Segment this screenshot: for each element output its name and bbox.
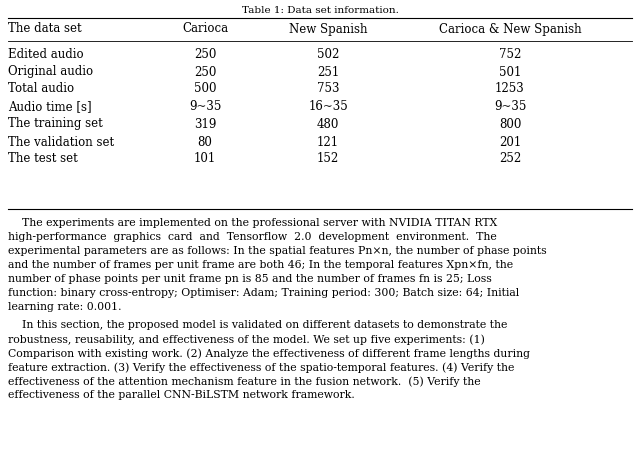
Text: learning rate: 0.001.: learning rate: 0.001. xyxy=(8,302,122,312)
Text: Table 1: Data set information.: Table 1: Data set information. xyxy=(241,6,399,15)
Text: The training set: The training set xyxy=(8,118,103,130)
Text: 16~35: 16~35 xyxy=(308,100,348,113)
Text: 502: 502 xyxy=(317,48,339,61)
Text: feature extraction. (3) Verify the effectiveness of the spatio-temporal features: feature extraction. (3) Verify the effec… xyxy=(8,362,515,372)
Text: New Spanish: New Spanish xyxy=(289,23,367,35)
Text: The data set: The data set xyxy=(8,23,82,35)
Text: 252: 252 xyxy=(499,153,521,165)
Text: effectiveness of the parallel CNN-BiLSTM network framework.: effectiveness of the parallel CNN-BiLSTM… xyxy=(8,390,355,400)
Text: 101: 101 xyxy=(194,153,216,165)
Text: 480: 480 xyxy=(317,118,339,130)
Text: 752: 752 xyxy=(499,48,521,61)
Text: 250: 250 xyxy=(194,65,216,78)
Text: Comparison with existing work. (2) Analyze the effectiveness of different frame : Comparison with existing work. (2) Analy… xyxy=(8,348,530,359)
Text: effectiveness of the attention mechanism feature in the fusion network.  (5) Ver: effectiveness of the attention mechanism… xyxy=(8,376,481,387)
Text: Original audio: Original audio xyxy=(8,65,93,78)
Text: Edited audio: Edited audio xyxy=(8,48,84,61)
Text: number of phase points per unit frame pn is 85 and the number of frames fn is 25: number of phase points per unit frame pn… xyxy=(8,274,492,284)
Text: The validation set: The validation set xyxy=(8,136,114,148)
Text: 201: 201 xyxy=(499,136,521,148)
Text: 9~35: 9~35 xyxy=(494,100,526,113)
Text: experimental parameters are as follows: In the spatial features Pn×n, the number: experimental parameters are as follows: … xyxy=(8,246,547,256)
Text: 80: 80 xyxy=(198,136,212,148)
Text: 501: 501 xyxy=(499,65,521,78)
Text: Carioca: Carioca xyxy=(182,23,228,35)
Text: Audio time [s]: Audio time [s] xyxy=(8,100,92,113)
Text: Carioca & New Spanish: Carioca & New Spanish xyxy=(438,23,581,35)
Text: 800: 800 xyxy=(499,118,521,130)
Text: high-performance  graphics  card  and  Tensorflow  2.0  development  environment: high-performance graphics card and Tenso… xyxy=(8,232,497,242)
Text: 251: 251 xyxy=(317,65,339,78)
Text: The experiments are implemented on the professional server with NVIDIA TITAN RTX: The experiments are implemented on the p… xyxy=(8,218,497,228)
Text: 753: 753 xyxy=(317,83,339,95)
Text: robustness, reusability, and effectiveness of the model. We set up five experime: robustness, reusability, and effectivene… xyxy=(8,334,485,344)
Text: 1253: 1253 xyxy=(495,83,525,95)
Text: and the number of frames per unit frame are both 46; In the temporal features Xp: and the number of frames per unit frame … xyxy=(8,260,513,270)
Text: In this section, the proposed model is validated on different datasets to demons: In this section, the proposed model is v… xyxy=(8,320,508,330)
Text: The test set: The test set xyxy=(8,153,77,165)
Text: 9~35: 9~35 xyxy=(189,100,221,113)
Text: function: binary cross-entropy; Optimiser: Adam; Training period: 300; Batch siz: function: binary cross-entropy; Optimise… xyxy=(8,288,519,298)
Text: 152: 152 xyxy=(317,153,339,165)
Text: 319: 319 xyxy=(194,118,216,130)
Text: Total audio: Total audio xyxy=(8,83,74,95)
Text: 250: 250 xyxy=(194,48,216,61)
Text: 500: 500 xyxy=(194,83,216,95)
Text: 121: 121 xyxy=(317,136,339,148)
